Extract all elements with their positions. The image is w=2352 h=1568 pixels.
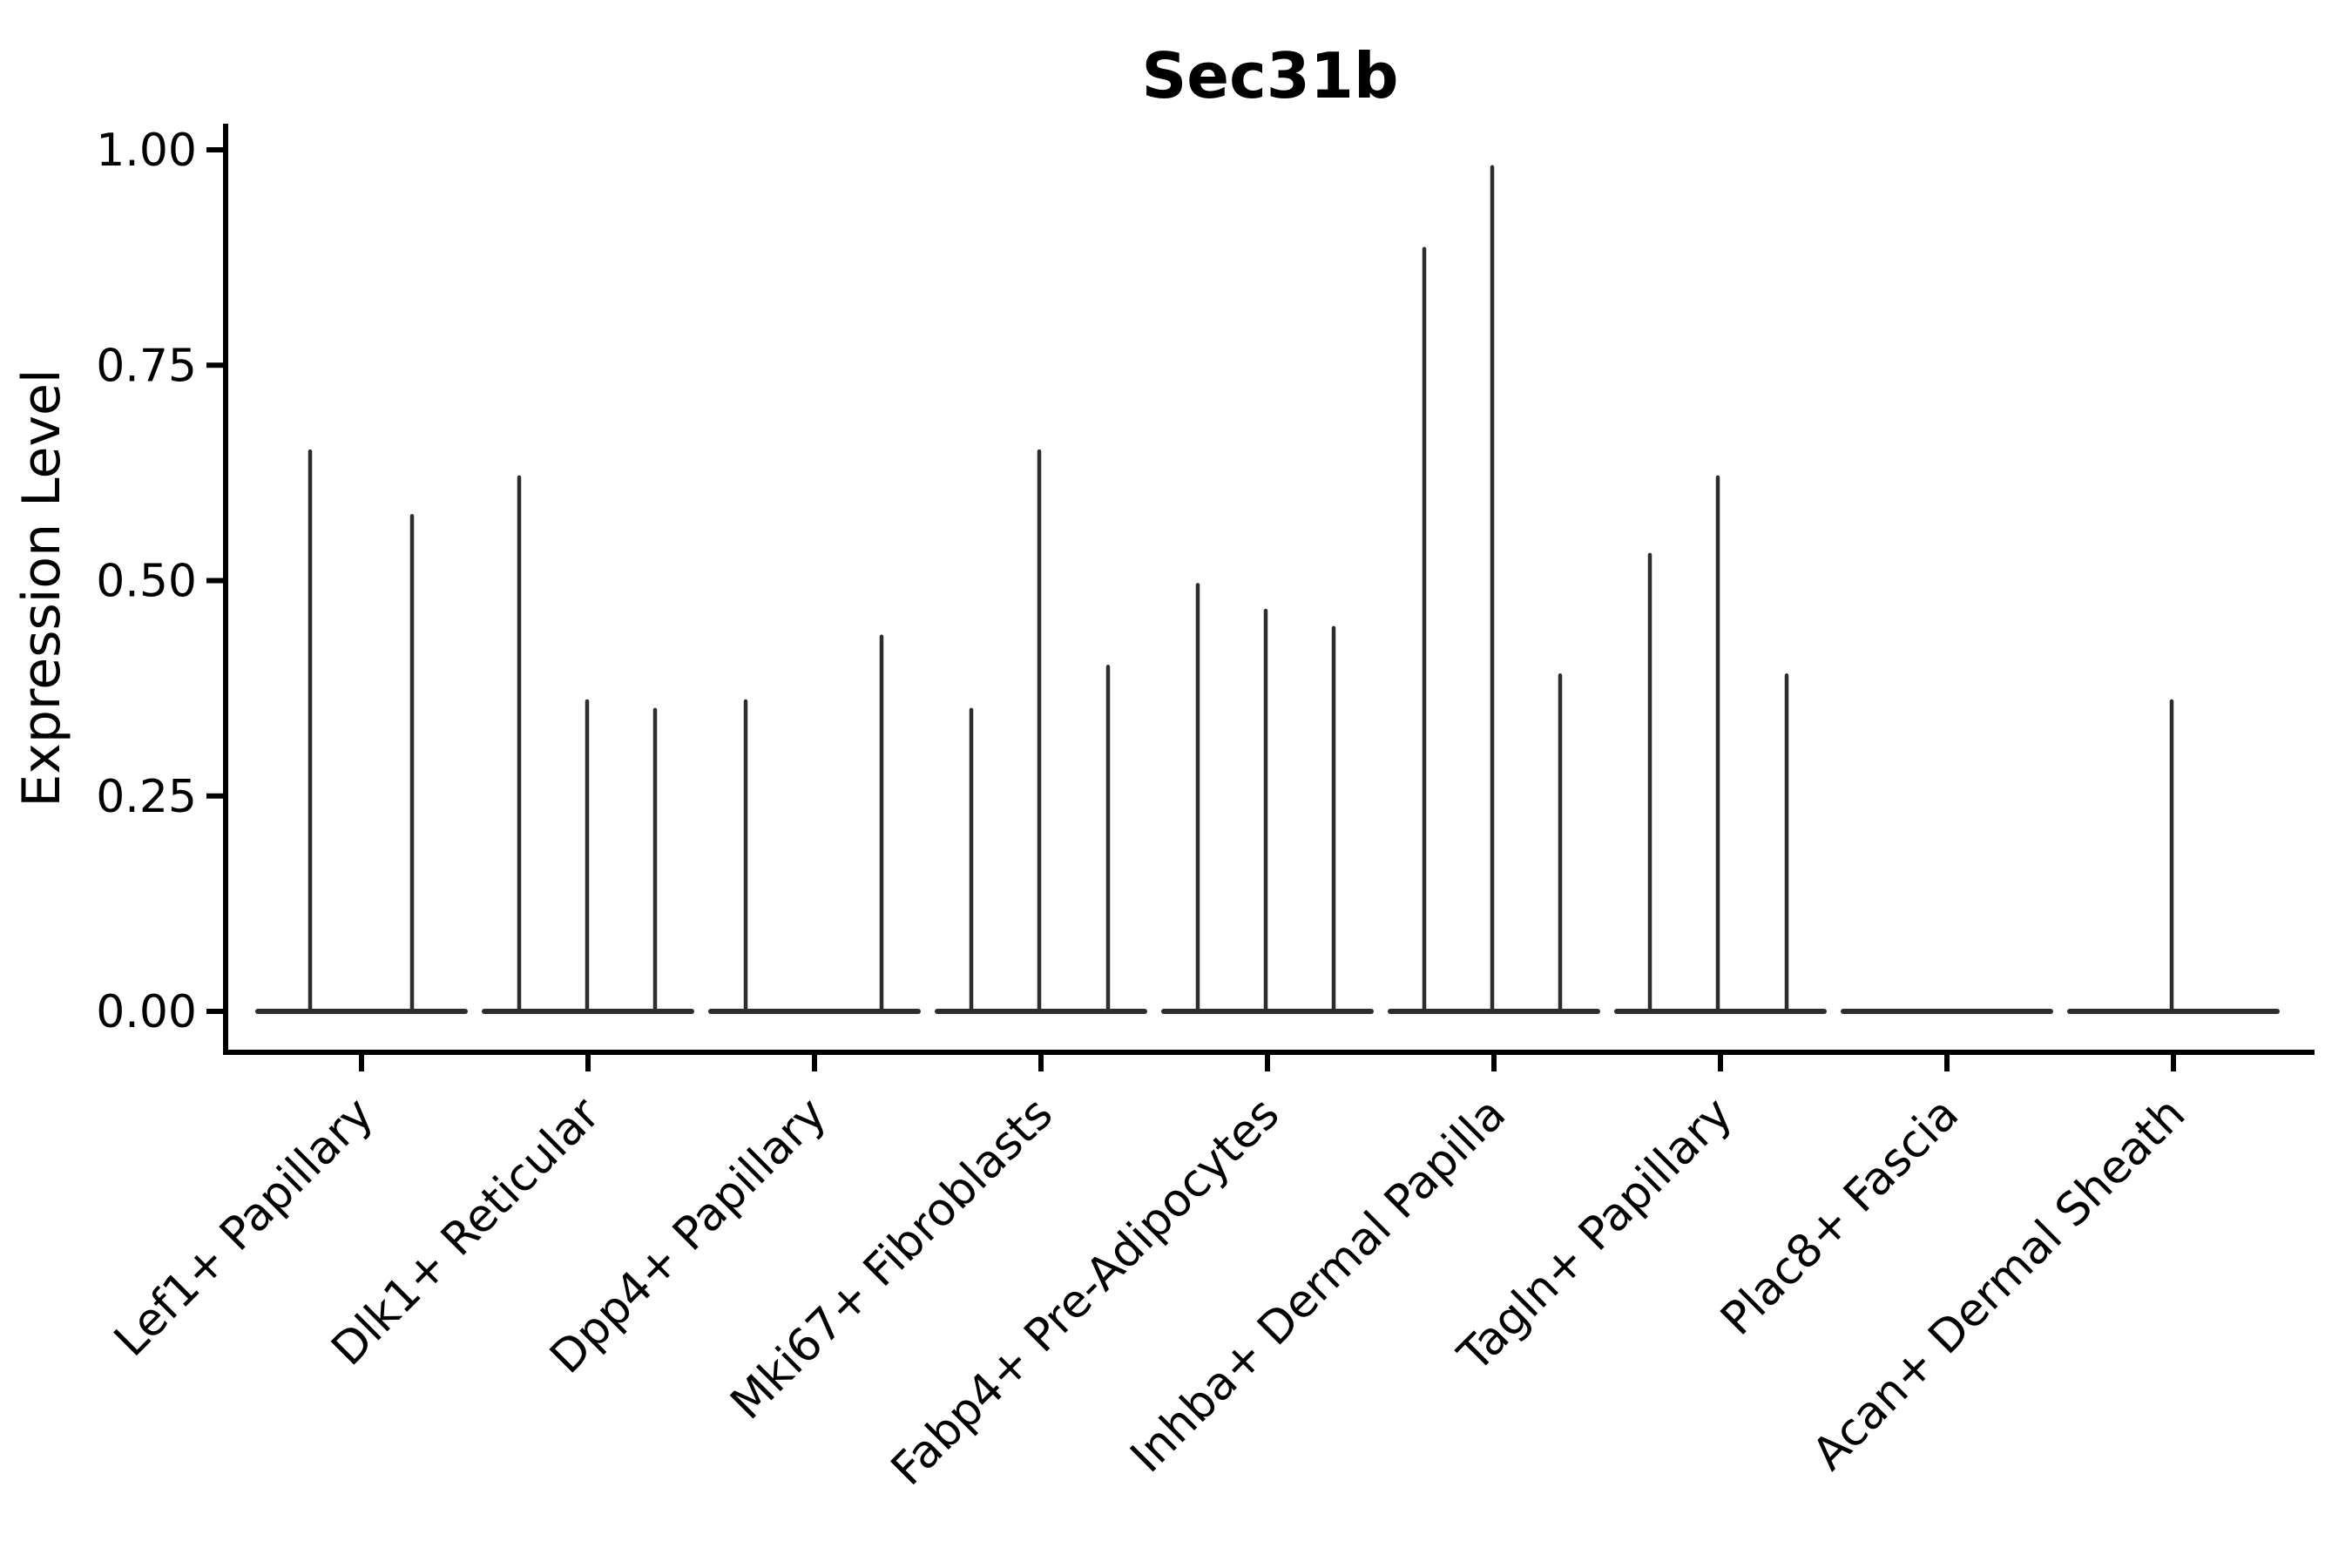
violins [255, 165, 2280, 1014]
x-tick-label: Plac8+ Fascia [1711, 1088, 1969, 1346]
y-tick-label: 1.00 [96, 125, 197, 177]
axes [206, 124, 2315, 1071]
y-tick-label: 0.50 [96, 556, 197, 608]
x-tick-label: Acan+ Dermal Sheath [1803, 1088, 2196, 1481]
x-tick-label: Fabp4+ Pre-Adipocytes [882, 1088, 1289, 1496]
y-axis-title: Expression Level [11, 368, 72, 807]
chart-title: Sec31b [1141, 39, 1398, 112]
y-tick-label: 0.00 [96, 986, 197, 1038]
y-tick-label: 0.25 [96, 771, 197, 823]
x-tick-label: Inhba+ Dermal Papilla [1121, 1088, 1516, 1483]
y-tick-label: 0.75 [96, 340, 197, 392]
